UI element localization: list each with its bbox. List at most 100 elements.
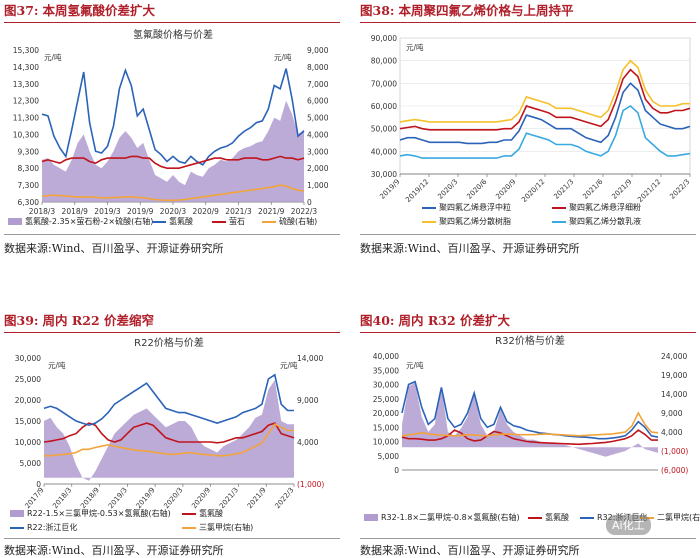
y-tick-label: 0 [36, 480, 41, 489]
y-tick-label: 15,000 [15, 417, 41, 426]
legend-item: R32-1.8×二氯甲烷-0.8×氢氟酸(右轴) [364, 512, 520, 523]
x-tick-label: 2020/9 [190, 486, 212, 509]
chart-hf-price-spread: 氢氟酸价格与价差 6,300 7,300 8,300 9,300 10,300 11,300… [13, 28, 329, 216]
chart-title: 氢氟酸价格与价差 [133, 28, 213, 41]
x-tick-label: 2019/3 [94, 207, 121, 216]
series-line-2 [43, 373, 294, 427]
legend-swatch [580, 516, 594, 519]
legend-label: 氢氟酸 [169, 217, 193, 226]
y-tick-label: 25,000 [373, 395, 399, 404]
series-line-1 [41, 67, 305, 166]
legend-item: R22:浙江巨化 [10, 522, 77, 533]
legend-item: 聚四氟乙烯分散树脂 [422, 216, 511, 227]
y-tick-label: 6,300 [18, 198, 40, 207]
y-tick-label: 9,300 [18, 147, 40, 156]
figure-title-text: 周内 R22 价差缩窄 [42, 313, 155, 328]
chart-legend: 聚四氟乙烯悬浮中粒 聚四氟乙烯悬浮细粉 聚四氟乙烯分散树脂 聚四氟乙烯分散乳液 [360, 202, 696, 234]
y-right-tick-label: 8,000 [307, 63, 329, 72]
chart-ptfe-price: 30,000 40,000 50,000 60,000 70,000 80,000 90,0… [371, 34, 692, 204]
y-tick-label: 5,000 [20, 459, 42, 468]
legend-label: 萤石 [229, 217, 245, 226]
chart-legend: 氢氟酸-2.35×萤石粉-2×硫酸(右轴) 氢氟酸 萤石 硫酸(右轴) [4, 216, 340, 230]
y-right-tick-label: 9,000 [297, 396, 319, 405]
legend-swatch [212, 220, 226, 223]
y-tick-label: 50,000 [371, 125, 397, 134]
legend-item: 三氯甲烷(右轴) [182, 522, 253, 533]
legend-item: 聚四氟乙烯悬浮中粒 [422, 202, 511, 213]
x-tick-label: 2021/9 [258, 207, 285, 216]
series-line-2 [399, 59, 690, 123]
y-tick-label: 7,300 [18, 181, 40, 190]
x-tick-label: 2018/3 [29, 207, 56, 216]
x-tick-label: 2019/9 [135, 486, 157, 509]
x-tick-label: 2021/3 [225, 207, 252, 216]
legend-label: 氢氟酸 [545, 513, 569, 522]
series-line-3 [41, 184, 305, 202]
y-right-tick-label: 4,000 [661, 428, 683, 437]
legend-label: 聚四氟乙烯悬浮中粒 [439, 203, 511, 212]
y-tick-label: 80,000 [371, 57, 397, 66]
legend-swatch [182, 512, 196, 515]
x-tick-label: 2020/3 [436, 178, 459, 201]
legend-label: 聚四氟乙烯分散乳液 [569, 217, 641, 226]
y-tick-label: 15,000 [373, 423, 399, 432]
legend-item: 萤石 [212, 216, 245, 227]
y-right-tick-label: (6,000) [661, 466, 688, 475]
y-unit-label: 元/吨 [406, 360, 424, 370]
y-right-tick-label: 1,000 [307, 181, 329, 190]
y-tick-label: 90,000 [371, 34, 397, 43]
data-source: 数据来源:Wind、百川盈孚、开源证券研究所 [360, 242, 580, 255]
y-tick-label: 10,000 [15, 438, 41, 447]
y-tick-label: 70,000 [371, 79, 397, 88]
x-tick-label: 2021/12 [636, 178, 662, 204]
x-tick-label: 2018/9 [62, 207, 89, 216]
legend-item: 聚四氟乙烯悬浮细粉 [552, 202, 641, 213]
divider [4, 234, 340, 235]
legend-item: 硫酸(右轴) [262, 216, 317, 227]
series-line-2 [401, 380, 659, 440]
x-tick-label: 2018/3 [51, 486, 73, 509]
figure-title: 图39: 周内 R22 价差缩窄 [4, 312, 340, 333]
y-tick-label: 25,000 [15, 375, 41, 384]
chart-r22-price-spread: R22价格与价差 0 5,000 10,000 15,000 20,000 25,000 30… [15, 336, 325, 509]
x-tick-label: 2020/9 [494, 178, 517, 201]
legend-swatch [422, 220, 436, 223]
legend-label: 三氯甲烷(右轴) [199, 523, 254, 532]
legend-label: R32-1.8×二氯甲烷-0.8×氢氟酸(右轴) [381, 513, 520, 522]
y-tick-label: 10,000 [373, 438, 399, 447]
x-tick-label: 2021/3 [552, 178, 575, 201]
figure-title: 图37: 本周氢氟酸价差扩大 [4, 2, 340, 23]
x-tick-label: 2021/9 [246, 486, 268, 509]
y-tick-label: 60,000 [371, 102, 397, 111]
legend-label: R22:浙江巨化 [27, 523, 78, 532]
y-tick-label: 30,000 [373, 381, 399, 390]
y-tick-label: 20,000 [373, 409, 399, 418]
chart-legend: R22-1.5×三氯甲烷-0.53×氢氟酸(右轴) 氢氟酸 R22:浙江巨化 三… [4, 508, 340, 538]
y-right-tick-label: 19,000 [661, 371, 687, 380]
y-right-tick-label: 24,000 [661, 352, 687, 361]
x-tick-label: 2020/3 [162, 486, 184, 509]
legend-swatch [262, 220, 276, 223]
x-tick-label: 2020/12 [520, 178, 546, 204]
legend-swatch [10, 526, 24, 529]
legend-item: 氢氟酸 [182, 508, 223, 519]
y-right-tick-label: 2,000 [307, 164, 329, 173]
y-right-tick-label: 14,000 [661, 390, 687, 399]
legend-label: 氢氟酸 [199, 509, 223, 518]
x-tick-label: 2019/3 [107, 486, 129, 509]
legend-swatch [10, 510, 24, 517]
y-right-tick-label: (1,000) [297, 480, 324, 489]
series-line-3 [401, 411, 659, 437]
series-area-0 [44, 380, 294, 481]
y-tick-label: 20,000 [15, 396, 41, 405]
chart-title: R22价格与价差 [134, 336, 204, 349]
figure-title-text: 本周聚四氟乙烯价格与上周持平 [398, 3, 574, 18]
x-tick-label: 2019/9 [127, 207, 154, 216]
x-tick-label: 2019/9 [378, 178, 401, 201]
figure-number: 图39: [4, 313, 39, 328]
figure-title-text: 周内 R32 价差扩大 [398, 313, 511, 328]
y-right-tick-label: 7,000 [307, 80, 329, 89]
figure-title-text: 本周氢氟酸价差扩大 [42, 3, 156, 18]
y-unit-label: 元/吨 [48, 360, 66, 370]
y-right-tick-label: 4,000 [297, 438, 319, 447]
